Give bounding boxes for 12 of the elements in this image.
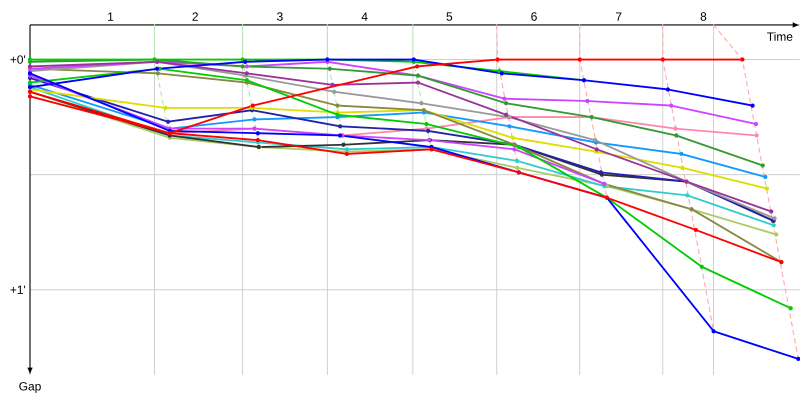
y-tick-label: +1' <box>10 286 26 294</box>
x-tick-label: 2 <box>192 12 198 21</box>
x-tick-label: 7 <box>616 12 622 21</box>
x-tick-label: 1 <box>108 12 114 21</box>
x-tick-label: 8 <box>700 12 706 21</box>
y-tick-label: +0' <box>10 55 26 64</box>
x-tick-label: 4 <box>362 12 368 21</box>
x-tick-label: 6 <box>531 12 537 21</box>
y-axis-title: Gap <box>19 382 41 393</box>
x-tick-label: 5 <box>446 12 452 21</box>
x-axis-title: Time <box>767 32 792 41</box>
x-tick-label: 3 <box>277 12 283 21</box>
